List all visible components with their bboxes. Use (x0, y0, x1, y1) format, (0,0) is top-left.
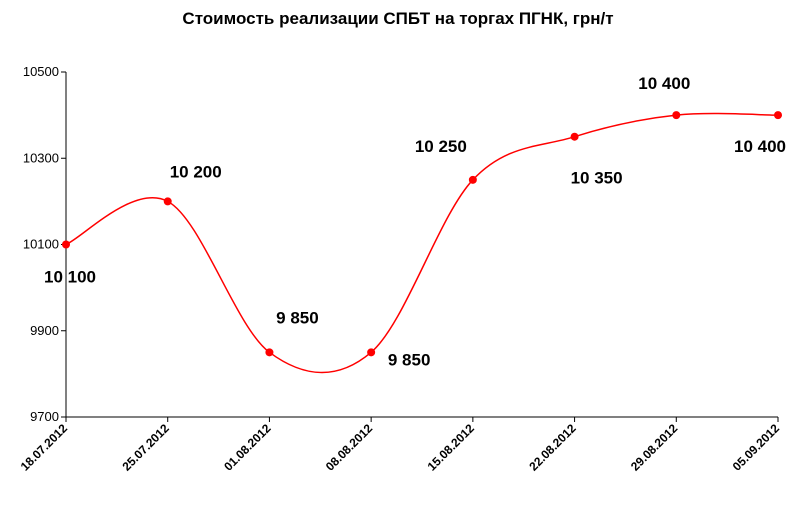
x-tick-label: 01.08.2012 (221, 421, 274, 474)
data-point (774, 111, 782, 120)
data-point (367, 348, 376, 357)
data-label: 9 850 (388, 350, 431, 369)
x-tick-label: 25.07.2012 (119, 421, 172, 474)
data-label: 10 250 (415, 137, 467, 156)
data-label: 10 400 (638, 74, 690, 93)
y-tick-label: 9700 (30, 409, 59, 424)
chart-title: Стоимость реализации СПБТ на торгах ПГНК… (182, 9, 614, 28)
y-tick-label: 9900 (30, 323, 59, 338)
y-tick-label: 10100 (23, 237, 59, 252)
data-point (265, 348, 274, 357)
data-point (163, 197, 172, 206)
data-point (672, 111, 681, 120)
y-tick-label: 10500 (23, 64, 59, 79)
x-tick-label: 18.07.2012 (18, 421, 71, 474)
data-label: 10 200 (170, 162, 222, 181)
data-label: 10 400 (734, 137, 786, 156)
data-point (468, 175, 477, 184)
x-tick-label: 05.09.2012 (730, 421, 783, 474)
data-label: 9 850 (276, 308, 319, 327)
data-point (62, 240, 70, 249)
data-point (570, 132, 579, 141)
x-tick-label: 29.08.2012 (628, 421, 681, 474)
data-label: 10 100 (44, 268, 96, 287)
x-tick-label: 08.08.2012 (323, 421, 376, 474)
data-label: 10 350 (571, 169, 623, 188)
x-tick-label: 22.08.2012 (526, 421, 579, 474)
series-line (65, 112, 779, 374)
x-tick-label: 15.08.2012 (425, 421, 478, 474)
y-tick-label: 10300 (23, 150, 59, 165)
